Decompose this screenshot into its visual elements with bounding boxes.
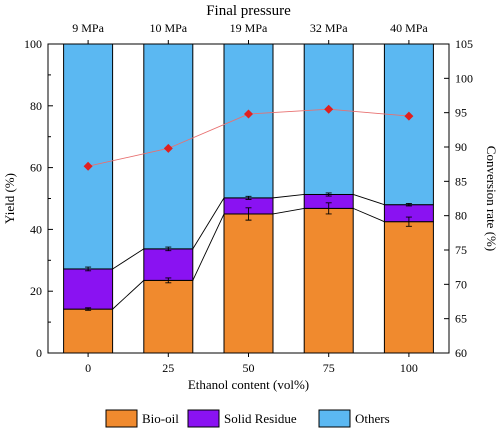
- error-bar: [405, 202, 412, 207]
- stack-connector-line: [112, 280, 145, 310]
- stack-connector-line: [192, 197, 225, 250]
- error-bar: [85, 266, 92, 272]
- y2-tick-label: 95: [455, 106, 467, 120]
- y2-tick-label: 100: [455, 71, 473, 85]
- y2-tick-label: 65: [455, 312, 467, 326]
- error-bar: [325, 192, 332, 197]
- top-tick-label: 10 MPa: [149, 21, 187, 35]
- y-tick-label: 80: [30, 99, 42, 113]
- y2-tick-label: 75: [455, 243, 467, 257]
- legend-label: Bio-oil: [142, 411, 179, 426]
- legend-swatch: [318, 409, 351, 428]
- error-bar: [85, 307, 92, 311]
- conversion-rate-marker: [83, 161, 93, 171]
- error-bar: [405, 216, 412, 227]
- y2-tick-label: 60: [455, 346, 467, 360]
- top-tick-label: 40 MPa: [390, 21, 428, 35]
- legend-swatch: [187, 409, 220, 428]
- bar-bio-oil: [143, 279, 194, 354]
- y2-tick-label: 85: [455, 174, 467, 188]
- stack-connector-line: [353, 207, 385, 223]
- y-tick-label: 100: [24, 37, 42, 51]
- legend-swatch: [105, 409, 138, 428]
- x-tick-label: 75: [323, 361, 335, 375]
- stack-connector-line: [272, 194, 305, 199]
- bar-bio-oil: [63, 308, 114, 354]
- bar-bio-oil: [223, 213, 274, 354]
- top-tick-label: 9 MPa: [72, 21, 104, 35]
- bar-solid-residue: [143, 248, 194, 281]
- y-axis-title: Yield (%): [2, 173, 17, 224]
- x-tick-label: 25: [162, 361, 174, 375]
- stack-connector-line: [112, 248, 145, 270]
- stack-connector-line: [353, 194, 385, 206]
- y2-tick-label: 80: [455, 209, 467, 223]
- y2-tick-label: 70: [455, 277, 467, 291]
- bar-others: [303, 43, 354, 195]
- stack-connector-line: [272, 207, 305, 215]
- y2-tick-label: 105: [455, 37, 473, 51]
- y2-axis-title: Conversion rate (%): [484, 146, 498, 251]
- error-bar: [325, 202, 332, 215]
- y-tick-label: 0: [36, 346, 42, 360]
- error-bar: [165, 277, 172, 284]
- bar-others: [63, 43, 114, 270]
- bar-bio-oil: [303, 207, 354, 354]
- conversion-rate-marker: [324, 104, 334, 114]
- conversion-rate-marker: [404, 111, 414, 121]
- x-tick-label: 50: [243, 361, 255, 375]
- y-tick-label: 40: [30, 222, 42, 236]
- error-bar: [165, 246, 172, 252]
- y-tick-label: 60: [30, 161, 42, 175]
- conversion-rate-marker: [244, 109, 253, 119]
- stack-connector-line: [192, 213, 225, 281]
- bar-others: [383, 43, 434, 206]
- bar-bio-oil: [383, 221, 434, 354]
- x-tick-label: 100: [400, 361, 418, 375]
- legend-label: Solid Residue: [224, 411, 297, 426]
- y2-tick-label: 90: [455, 140, 467, 154]
- x-axis-title: Ethanol content (vol%): [188, 377, 309, 392]
- y-tick-label: 20: [30, 284, 42, 298]
- top-tick-label: 32 MPa: [310, 21, 348, 35]
- chart-title: Final pressure: [206, 3, 291, 19]
- error-bar: [245, 195, 252, 200]
- conversion-rate-marker: [163, 143, 173, 153]
- top-tick-label: 19 MPa: [230, 21, 268, 35]
- bar-solid-residue: [63, 268, 114, 310]
- x-tick-label: 0: [85, 361, 91, 375]
- legend-label: Others: [355, 411, 390, 426]
- error-bar: [245, 207, 252, 221]
